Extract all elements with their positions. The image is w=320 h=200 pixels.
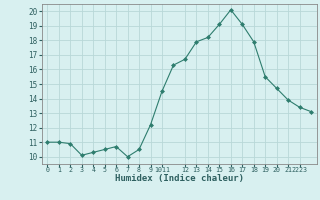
X-axis label: Humidex (Indice chaleur): Humidex (Indice chaleur) (115, 174, 244, 183)
